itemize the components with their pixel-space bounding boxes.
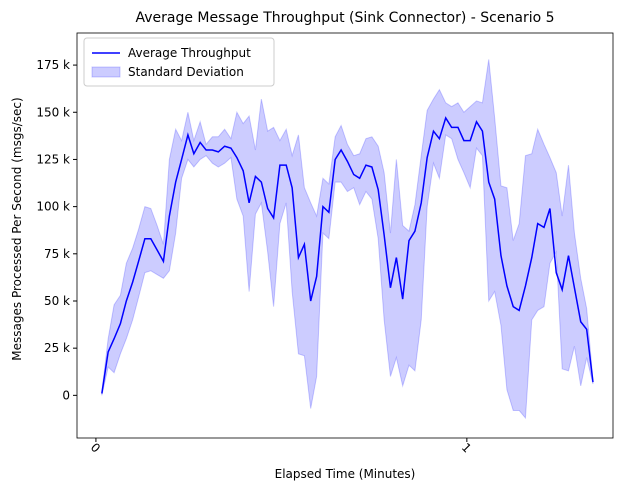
mean-line bbox=[101, 116, 594, 394]
y-tick-label: 0 bbox=[62, 388, 70, 402]
legend-box bbox=[83, 37, 275, 87]
y-tick-label: 25 k bbox=[44, 341, 70, 355]
legend-label: Average Throughput bbox=[128, 46, 251, 60]
x-axis-label: Elapsed Time (Minutes) bbox=[275, 467, 416, 481]
y-tick-label: 100 k bbox=[36, 200, 70, 214]
x-tick-label: 1 bbox=[459, 440, 474, 455]
x-tick-label: 0 bbox=[88, 440, 103, 455]
legend-band-swatch bbox=[91, 66, 121, 78]
plot-frame bbox=[76, 32, 614, 439]
y-tick-label: 125 k bbox=[36, 152, 70, 166]
y-tick-label: 150 k bbox=[36, 105, 70, 119]
y-tick-label: 175 k bbox=[36, 58, 70, 72]
y-tick-label: 50 k bbox=[44, 294, 70, 308]
y-tick-label: 75 k bbox=[44, 247, 70, 261]
std-band bbox=[101, 59, 594, 420]
chart-title: Average Message Throughput (Sink Connect… bbox=[135, 10, 554, 26]
legend-label: Standard Deviation bbox=[128, 65, 244, 79]
y-axis-label: Messages Processed Per Second (msgs/sec) bbox=[10, 97, 24, 360]
